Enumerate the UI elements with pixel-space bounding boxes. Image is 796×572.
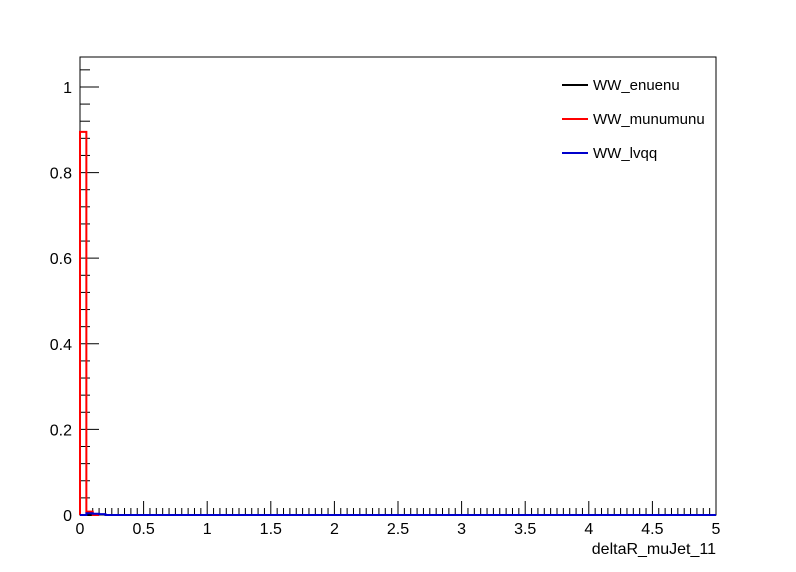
y-tick-label: 1: [63, 80, 72, 97]
legend-label: WW_enuenu: [593, 77, 680, 94]
y-tick-label: 0.2: [50, 422, 72, 439]
x-tick-label: 4: [584, 521, 593, 538]
x-tick-label: 2: [330, 521, 339, 538]
x-tick-label: 2.5: [387, 521, 409, 538]
x-axis-title: deltaR_muJet_11: [592, 541, 716, 558]
y-axis-ticks: 0 0.2 0.4 0.6 0.8 1: [50, 69, 99, 525]
legend: WW_enuenu WW_munumunu WW_lvqq: [562, 77, 705, 162]
x-tick-label: 0: [76, 521, 85, 538]
series-WW_munumunu-line: [79, 130, 100, 516]
y-tick-label: 0.8: [50, 166, 72, 183]
legend-label: WW_munumunu: [593, 111, 705, 128]
x-tick-label: 4.5: [641, 521, 663, 538]
x-tick-label: 0.5: [132, 521, 154, 538]
y-tick-label: 0.4: [50, 337, 72, 354]
x-axis-ticks: 0 0.5 1 1.5 2 2.5 3 3.5 4 4.5 5: [76, 501, 721, 538]
histogram-series: [79, 130, 716, 516]
legend-label: WW_lvqq: [593, 145, 657, 162]
x-tick-label: 5: [712, 521, 721, 538]
y-tick-label: 0: [63, 508, 72, 525]
x-tick-label: 1.5: [260, 521, 282, 538]
series-WW_lvqq-line: [80, 512, 716, 516]
y-tick-label: 0.6: [50, 251, 72, 268]
x-tick-label: 1: [203, 521, 212, 538]
x-tick-label: 3.5: [514, 521, 536, 538]
x-tick-label: 3: [457, 521, 466, 538]
